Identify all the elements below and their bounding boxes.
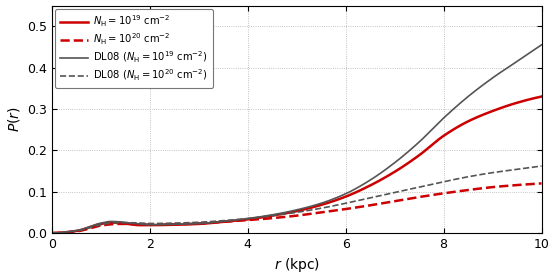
DL08 ($N_{\rm H} = 10^{20}$ cm$^{-2}$) xyxy=(49,231,56,235)
DL08 ($N_{\rm H} = 10^{20}$ cm$^{-2}$) xyxy=(538,164,545,168)
$N_{\rm H} = 10^{19}$ cm$^{-2}$ xyxy=(524,98,531,102)
Line: $N_{\rm H} = 10^{20}$ cm$^{-2}$: $N_{\rm H} = 10^{20}$ cm$^{-2}$ xyxy=(52,183,542,233)
$N_{\rm H} = 10^{20}$ cm$^{-2}$ xyxy=(524,183,531,186)
Line: DL08 ($N_{\rm H} = 10^{19}$ cm$^{-2}$): DL08 ($N_{\rm H} = 10^{19}$ cm$^{-2}$) xyxy=(52,45,542,233)
DL08 ($N_{\rm H} = 10^{19}$ cm$^{-2}$) xyxy=(434,122,441,126)
$N_{\rm H} = 10^{20}$ cm$^{-2}$ xyxy=(524,183,531,186)
X-axis label: $r$ (kpc): $r$ (kpc) xyxy=(274,256,320,274)
$N_{\rm H} = 10^{20}$ cm$^{-2}$ xyxy=(538,182,545,185)
$N_{\rm H} = 10^{20}$ cm$^{-2}$ xyxy=(49,231,56,235)
DL08 ($N_{\rm H} = 10^{20}$ cm$^{-2}$) xyxy=(434,181,441,185)
DL08 ($N_{\rm H} = 10^{19}$ cm$^{-2}$) xyxy=(287,210,294,213)
DL08 ($N_{\rm H} = 10^{20}$ cm$^{-2}$) xyxy=(287,212,294,215)
$N_{\rm H} = 10^{19}$ cm$^{-2}$ xyxy=(538,95,545,98)
$N_{\rm H} = 10^{19}$ cm$^{-2}$ xyxy=(274,213,280,216)
DL08 ($N_{\rm H} = 10^{19}$ cm$^{-2}$) xyxy=(74,229,80,232)
DL08 ($N_{\rm H} = 10^{19}$ cm$^{-2}$) xyxy=(538,43,545,46)
$N_{\rm H} = 10^{19}$ cm$^{-2}$ xyxy=(287,211,294,214)
DL08 ($N_{\rm H} = 10^{20}$ cm$^{-2}$) xyxy=(524,166,531,170)
Legend: $N_{\rm H} = 10^{19}$ cm$^{-2}$, $N_{\rm H} = 10^{20}$ cm$^{-2}$, DL08 ($N_{\rm : $N_{\rm H} = 10^{19}$ cm$^{-2}$, $N_{\rm… xyxy=(55,9,213,88)
Line: $N_{\rm H} = 10^{19}$ cm$^{-2}$: $N_{\rm H} = 10^{19}$ cm$^{-2}$ xyxy=(52,97,542,233)
DL08 ($N_{\rm H} = 10^{20}$ cm$^{-2}$) xyxy=(74,229,80,233)
Y-axis label: $P(r)$: $P(r)$ xyxy=(6,106,22,132)
DL08 ($N_{\rm H} = 10^{20}$ cm$^{-2}$) xyxy=(524,166,531,170)
$N_{\rm H} = 10^{20}$ cm$^{-2}$ xyxy=(434,193,441,196)
DL08 ($N_{\rm H} = 10^{19}$ cm$^{-2}$) xyxy=(274,212,280,216)
$N_{\rm H} = 10^{20}$ cm$^{-2}$ xyxy=(287,215,294,218)
$N_{\rm H} = 10^{19}$ cm$^{-2}$ xyxy=(74,229,80,233)
$N_{\rm H} = 10^{20}$ cm$^{-2}$ xyxy=(274,216,280,219)
DL08 ($N_{\rm H} = 10^{19}$ cm$^{-2}$) xyxy=(524,53,531,56)
DL08 ($N_{\rm H} = 10^{19}$ cm$^{-2}$) xyxy=(524,53,531,56)
$N_{\rm H} = 10^{19}$ cm$^{-2}$ xyxy=(434,139,441,142)
$N_{\rm H} = 10^{19}$ cm$^{-2}$ xyxy=(49,231,56,235)
DL08 ($N_{\rm H} = 10^{20}$ cm$^{-2}$) xyxy=(274,213,280,217)
Line: DL08 ($N_{\rm H} = 10^{20}$ cm$^{-2}$): DL08 ($N_{\rm H} = 10^{20}$ cm$^{-2}$) xyxy=(52,166,542,233)
$N_{\rm H} = 10^{20}$ cm$^{-2}$ xyxy=(74,230,80,233)
DL08 ($N_{\rm H} = 10^{19}$ cm$^{-2}$) xyxy=(49,231,56,235)
$N_{\rm H} = 10^{19}$ cm$^{-2}$ xyxy=(524,98,531,102)
